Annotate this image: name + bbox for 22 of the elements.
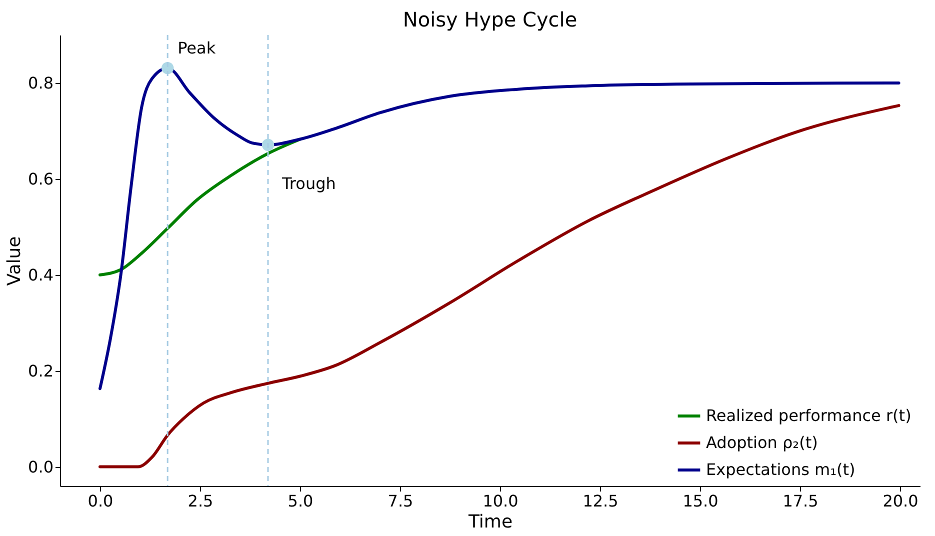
ref-line-label: Peak <box>178 38 216 58</box>
y-tick-label: 0.2 <box>28 361 54 380</box>
y-axis-title: Value <box>4 236 26 286</box>
x-tick-label: 12.5 <box>582 492 618 510</box>
legend-label: Realized performance r(t) <box>706 406 912 425</box>
y-tick-label: 0.6 <box>28 169 54 188</box>
x-axis-title: Time <box>467 512 513 532</box>
x-tick-label: 5.0 <box>288 492 314 510</box>
legend-label: Adoption ρ₂(t) <box>706 433 818 452</box>
y-tick-label: 0.0 <box>28 457 54 476</box>
x-tick-label: 10.0 <box>482 492 518 510</box>
x-tick-label: 2.5 <box>188 492 214 510</box>
y-tick-label: 0.4 <box>28 265 54 284</box>
ref-line-label: Trough <box>281 174 336 193</box>
y-tick-label: 0.8 <box>28 73 54 92</box>
x-tick-label: 7.5 <box>388 492 414 510</box>
legend-label: Expectations m₁(t) <box>706 460 856 479</box>
chart-title: Noisy Hype Cycle <box>402 7 578 32</box>
x-tick-label: 0.0 <box>88 492 114 510</box>
x-tick-label: 15.0 <box>682 492 718 510</box>
x-tick-label: 17.5 <box>782 492 818 510</box>
x-tick-label: 20.0 <box>882 492 918 510</box>
